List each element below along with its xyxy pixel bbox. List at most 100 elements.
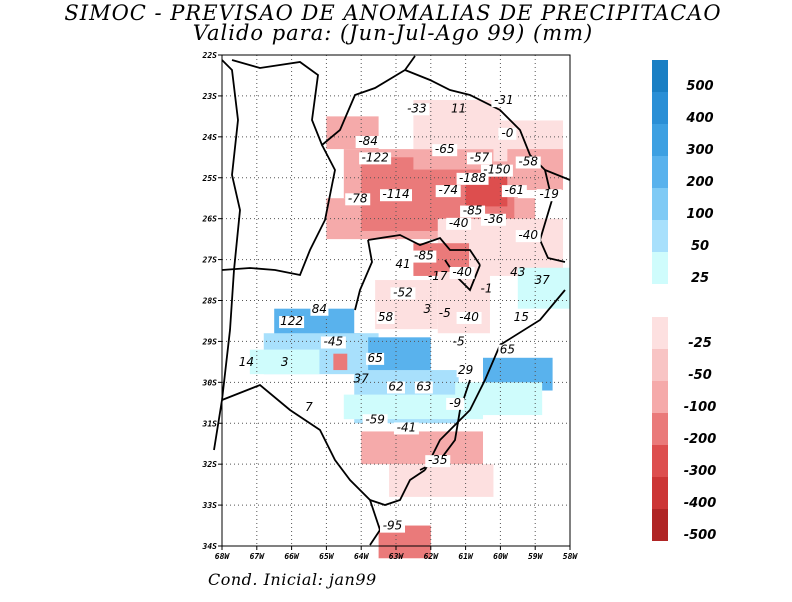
contour-label-bg [491, 95, 517, 108]
contour-label-text: -5 [453, 335, 465, 349]
colorbar-negative-swatch [652, 413, 668, 445]
colorbar-negative-swatch [652, 509, 668, 541]
contour-label-text: -9 [449, 396, 461, 410]
latitude-ticks: 22S 23S 24S 25S 26S 27S 28S 29S 30S 31S 32S 33S 34S [202, 51, 222, 551]
contour-label-text: -61 [505, 183, 525, 197]
contour-label-bg [393, 422, 419, 435]
colorbar-positive-label: 100 [686, 207, 713, 222]
colorbar-positive-swatch [652, 188, 668, 220]
contour-label-bg [366, 352, 385, 365]
contour-label-bg [390, 287, 416, 300]
contour-label: -17 [428, 269, 448, 283]
border-argentina-uruguay [424, 289, 566, 471]
contour-label-text: -58 [518, 154, 538, 168]
contour-label-bg [414, 381, 433, 394]
contour-label: -74 [435, 183, 461, 198]
contour-label-bg [480, 164, 513, 177]
lat-tick-label: 31S [202, 419, 218, 428]
contour-label-text: -0 [501, 126, 513, 140]
contour-label-bg [320, 336, 346, 349]
contour-label-text: 122 [280, 314, 303, 328]
contour-label: 122 [279, 314, 305, 329]
contour-label: -40 [515, 228, 541, 243]
lon-tick-label: 68W [215, 552, 231, 561]
contour-label-text: -5 [439, 306, 451, 320]
contour-label-bg [359, 152, 392, 165]
contour-label: -19 [536, 187, 562, 202]
contour-label-bg [435, 185, 461, 198]
contour-label-text: 63 [416, 380, 431, 394]
contour-label-text: -65 [435, 142, 455, 156]
contour-label: 63 [414, 380, 433, 394]
contour-label-text: -31 [494, 93, 514, 107]
lat-tick-label: 25S [202, 174, 218, 183]
colorbar-negative-label: -300 [684, 464, 717, 479]
contour-label: -122 [359, 150, 392, 165]
contour-label-bg [362, 414, 388, 427]
contour-label: 15 [514, 310, 529, 324]
lat-tick-label: 28S [202, 297, 218, 306]
contour-label: -78 [345, 191, 371, 206]
colorbar-negative-label: -400 [684, 496, 717, 511]
contour-label-bg [449, 266, 475, 279]
anomaly-field [249, 100, 570, 559]
anomaly-cell [517, 267, 570, 309]
contour-label: -150 [480, 163, 513, 177]
contour-label-text: -41 [397, 420, 417, 434]
contour-label-bg [345, 193, 371, 206]
contour-label: -85 [411, 249, 437, 263]
contour-label-text: -52 [393, 285, 413, 299]
contour-label-bg [456, 172, 489, 185]
contour-labels: -33 11-31-0-84-65-57 -58-122-150-188-78 -11… [239, 93, 562, 533]
contour-label-text: 84 [312, 302, 327, 316]
contour-label: 7 [305, 400, 313, 414]
contour-label-bg [515, 230, 541, 243]
colorbar-positive-label: 50 [691, 239, 709, 254]
colorbar-negative-label: -25 [688, 336, 712, 351]
contour-label: -31 [491, 93, 517, 108]
lon-tick-label: 61W [458, 552, 474, 561]
political-borders [213, 55, 571, 546]
contour-label-bg [380, 189, 412, 202]
contour-label-bg [467, 152, 493, 165]
lat-tick-label: 23S [202, 92, 218, 101]
contour-label-bg [501, 185, 527, 198]
contour-label: -0 [498, 126, 517, 140]
longitude-ticks: 68W 67W 66W 65W 64W 63W 62W 61W 60W 59W 58W [215, 546, 579, 561]
colorbar-positive-swatch [652, 60, 668, 92]
colorbar: 500 400 300 200 100 50 25 -25 -50 -100 -200 -300 -40… [652, 60, 716, 543]
contour-label-bg [376, 311, 395, 324]
contour-label-text: 14 [239, 355, 254, 369]
contour-label-bg [460, 205, 486, 218]
lon-tick-label: 67W [250, 552, 266, 561]
contour-label-bg [387, 381, 405, 394]
contour-label-text: 65 [500, 343, 515, 357]
contour-label-bg [425, 455, 451, 468]
lon-tick-label: 58W [563, 552, 579, 561]
contour-label-text: -45 [324, 335, 344, 349]
anomaly-cell [389, 464, 494, 497]
lat-tick-label: 32S [202, 460, 218, 469]
title-line-2: Valido para: (Jun-Jul-Ago 99) (mm) [192, 21, 594, 45]
contour-label-text: 58 [378, 310, 394, 324]
contour-label-bg [393, 258, 412, 271]
contour-label-text: -85 [414, 249, 434, 263]
contour-label: -84 [355, 134, 381, 149]
contour-label: -5 [439, 306, 451, 320]
contour-label: -59 [362, 412, 388, 427]
colorbar-negative-swatch [652, 381, 668, 413]
contour-label: -40 [456, 310, 482, 324]
contour-label-bg [480, 213, 506, 226]
colorbar-positive-label: 400 [685, 111, 713, 126]
contour-label-text: 3 [281, 355, 289, 369]
contour-label: -188 [456, 171, 489, 185]
border-bolivia-paraguay [221, 144, 336, 277]
colorbar-negative-label: -200 [684, 432, 717, 447]
contour-label-bg [411, 250, 437, 263]
contour-label-bg [432, 144, 458, 157]
border-bolivia-argentina [231, 55, 416, 147]
contour-label: 65 [366, 351, 385, 365]
border-southwest [221, 383, 381, 546]
contour-label-bg [446, 217, 472, 230]
anomaly-cell [249, 349, 320, 375]
